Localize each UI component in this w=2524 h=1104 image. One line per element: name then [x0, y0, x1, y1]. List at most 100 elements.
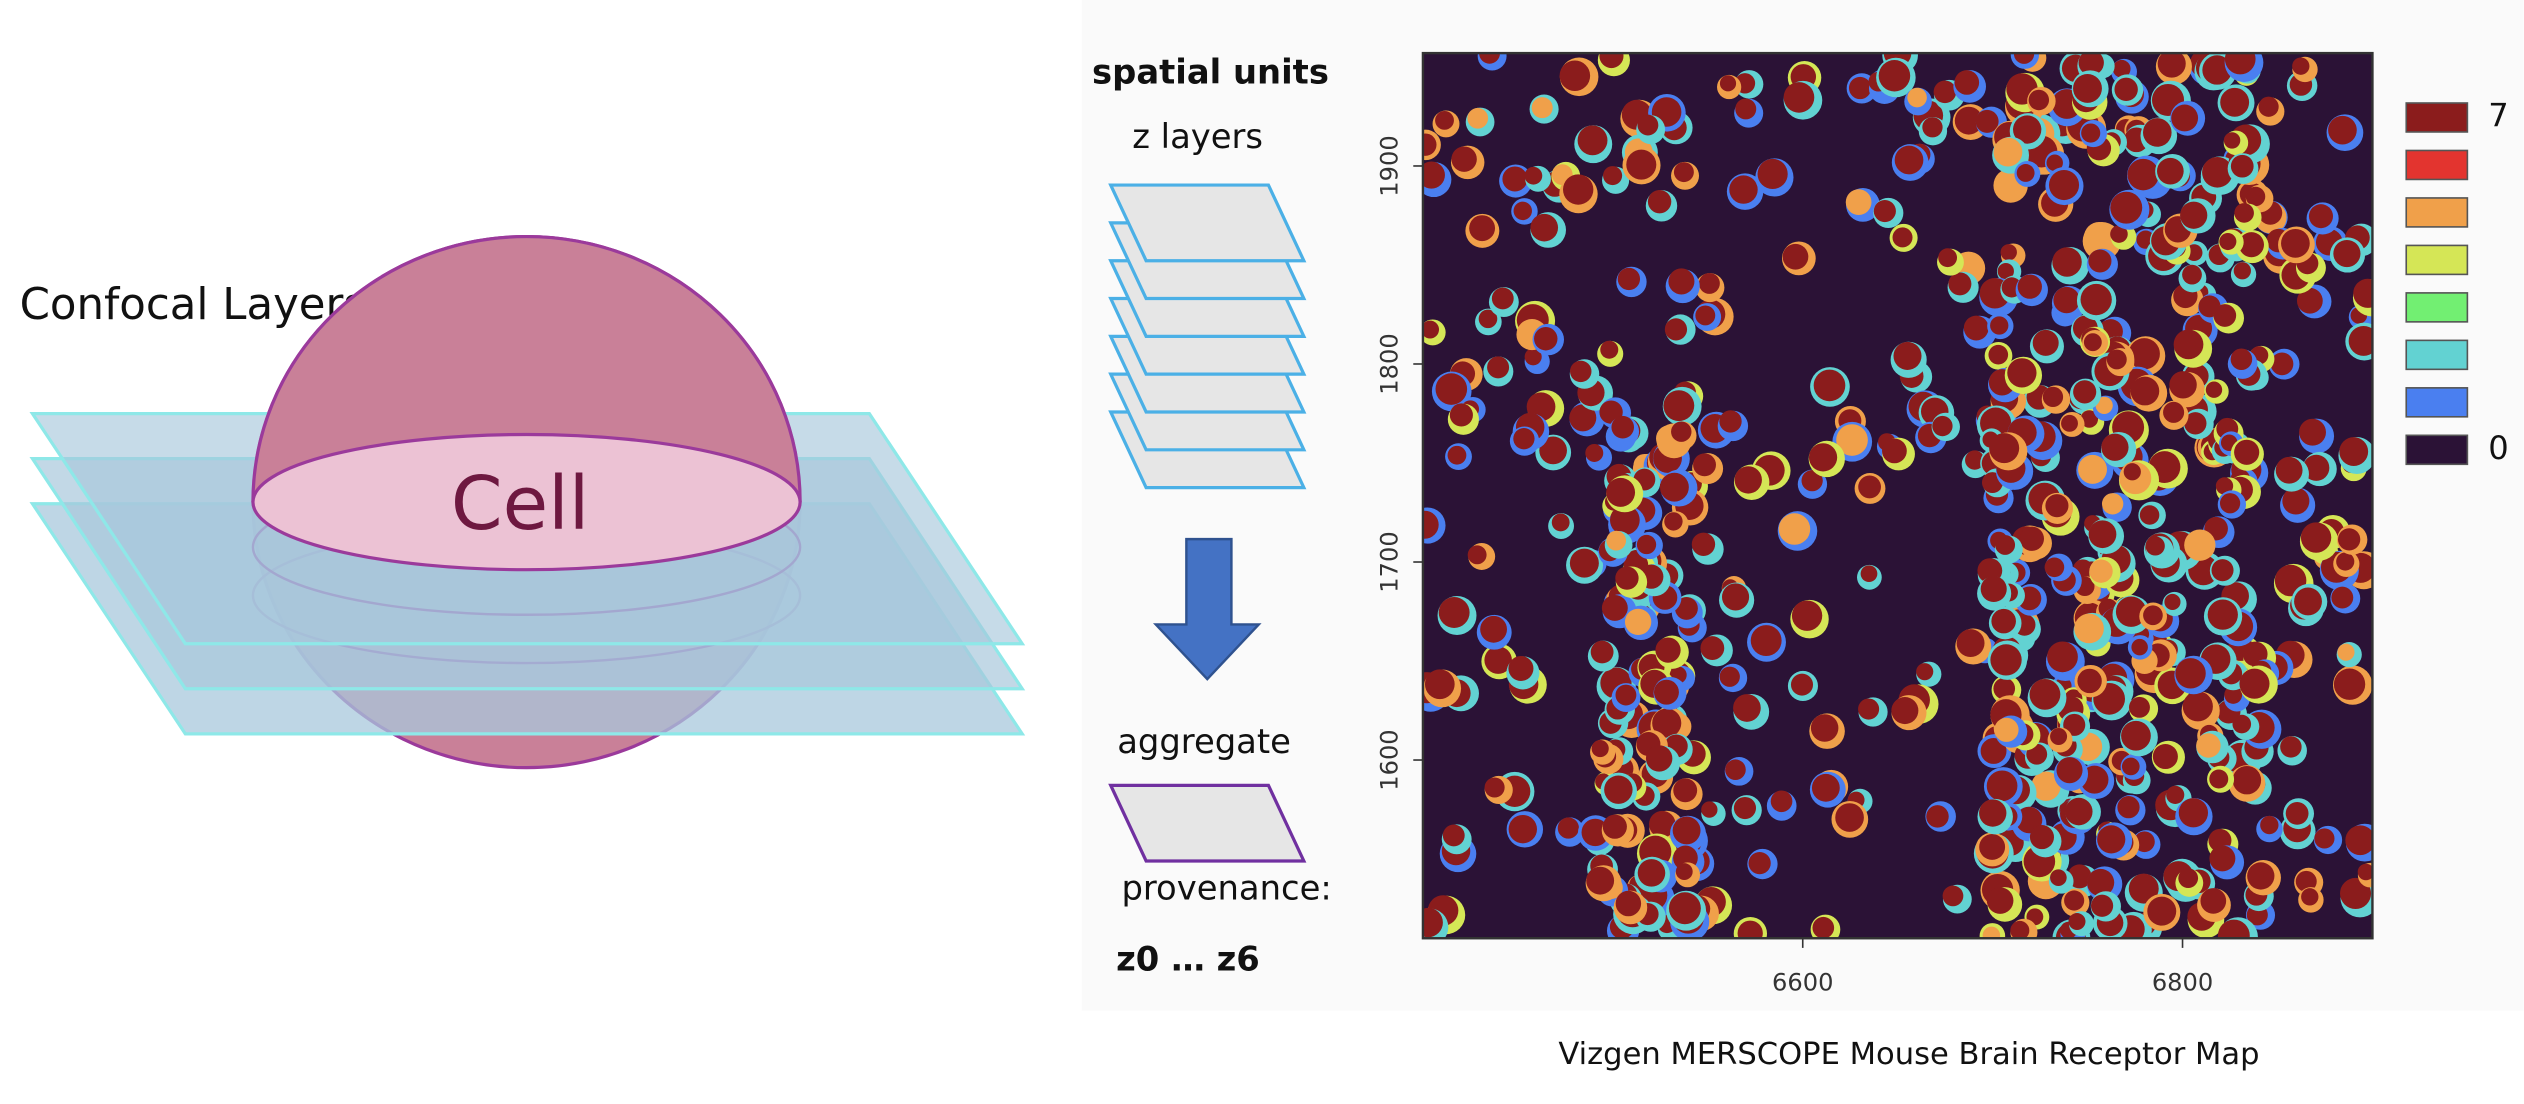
- cell-core: [2209, 845, 2236, 872]
- cell-core: [2050, 869, 2067, 886]
- cell-core: [2139, 505, 2160, 525]
- left-title: Confocal Layers: [20, 280, 366, 330]
- cell-core: [1938, 248, 1958, 268]
- cell-core: [2336, 552, 2355, 571]
- cell-core: [2088, 249, 2112, 273]
- cell-core: [1531, 97, 1553, 119]
- cell-core: [1948, 272, 1972, 296]
- cell-core: [1447, 445, 1467, 465]
- cell-core: [1479, 53, 1500, 64]
- cell-core: [1965, 450, 1985, 470]
- cell-core: [1693, 453, 1716, 477]
- cell-core: [1737, 920, 1763, 939]
- cell-core: [2044, 557, 2065, 578]
- cell-core: [2314, 828, 2335, 849]
- cell-core: [1487, 356, 1510, 379]
- cell-core: [1570, 360, 1592, 383]
- cell-core: [2215, 477, 2234, 495]
- colorbar-swatch: [2405, 149, 2469, 181]
- cell-core: [1467, 545, 1487, 565]
- cell-core: [2230, 348, 2253, 371]
- cell-core: [2032, 329, 2059, 356]
- cell-core: [2106, 349, 2127, 370]
- cell-core: [1979, 799, 2007, 827]
- cell-core: [1422, 161, 1445, 189]
- cell-core: [2147, 896, 2177, 926]
- cell-core: [2063, 713, 2086, 736]
- cell-core: [2175, 658, 2206, 689]
- cell-core: [2230, 154, 2254, 178]
- cell-core: [1675, 863, 1693, 881]
- cell-core: [1986, 887, 2014, 914]
- cell-core: [1991, 608, 2016, 634]
- cell-core: [1534, 327, 1558, 351]
- cell-core: [2114, 77, 2138, 102]
- cell-core: [2275, 456, 2303, 484]
- cell-core: [2164, 593, 2181, 611]
- cell-core: [2331, 586, 2354, 609]
- cell-core: [1995, 534, 2016, 555]
- heading: spatial units: [1092, 53, 1329, 92]
- cell-core: [2015, 806, 2043, 834]
- cell-core: [2013, 115, 2042, 144]
- cell-core: [1733, 796, 1757, 820]
- cell-core: [1988, 344, 2009, 365]
- cell-core: [1442, 824, 1465, 847]
- cell-core: [1922, 117, 1943, 138]
- cell-core: [1719, 410, 1742, 433]
- cell-core: [1508, 814, 1537, 844]
- cell-core: [1848, 76, 1872, 100]
- cell-core: [1637, 859, 1666, 887]
- cell-core: [1982, 926, 2001, 939]
- cell-core: [1601, 595, 1628, 621]
- cell-core: [2080, 283, 2112, 316]
- cell-core: [2301, 888, 2319, 906]
- cell-core: [2328, 115, 2357, 145]
- cell-core: [1916, 663, 1934, 681]
- arrow: [1152, 537, 1262, 681]
- cell-core: [1778, 513, 1811, 545]
- cell-core: [1873, 199, 1896, 223]
- cell-core: [1655, 637, 1681, 663]
- cell-core: [1990, 316, 2009, 335]
- cell-core: [1590, 640, 1614, 664]
- cell-core: [2064, 890, 2085, 911]
- cell-core: [2028, 89, 2050, 111]
- cell-core: [2101, 433, 2129, 461]
- cell-core: [2209, 769, 2229, 789]
- cell-core: [2019, 526, 2045, 551]
- cell-core: [1615, 566, 1639, 590]
- cell-core: [2143, 605, 2163, 626]
- cell-core: [1508, 655, 1534, 681]
- cell-core: [1932, 415, 1953, 437]
- cell-core: [1424, 669, 1455, 700]
- cell-core: [2010, 920, 2030, 939]
- cell-core: [2029, 825, 2055, 850]
- cell-core: [1734, 466, 1762, 494]
- cell-core: [1954, 106, 1983, 135]
- cell-core: [2285, 801, 2309, 825]
- cell-core: [1782, 243, 1809, 270]
- cell-core: [2156, 157, 2184, 185]
- cell-core: [1502, 166, 1528, 192]
- cell-core: [1637, 114, 1659, 136]
- cell-core: [2056, 757, 2083, 784]
- cell-core: [1435, 373, 1468, 405]
- cell-core: [2128, 338, 2160, 370]
- cell-core: [1449, 403, 1473, 427]
- cell-core: [2219, 233, 2237, 251]
- cell-core: [2123, 463, 2141, 481]
- cell-core: [2129, 696, 2150, 718]
- cell-core: [2337, 528, 2361, 551]
- cell-core: [2095, 396, 2113, 415]
- cell-core: [1735, 98, 1757, 120]
- cell-core: [1671, 421, 1692, 442]
- cell-core: [2052, 247, 2082, 277]
- cell-core: [1674, 596, 1698, 620]
- cell-core: [2182, 691, 2213, 722]
- cell-core: [1563, 174, 1594, 205]
- cell-core: [1438, 597, 1470, 628]
- cell-core: [1581, 818, 1609, 847]
- cell-core: [2202, 55, 2232, 85]
